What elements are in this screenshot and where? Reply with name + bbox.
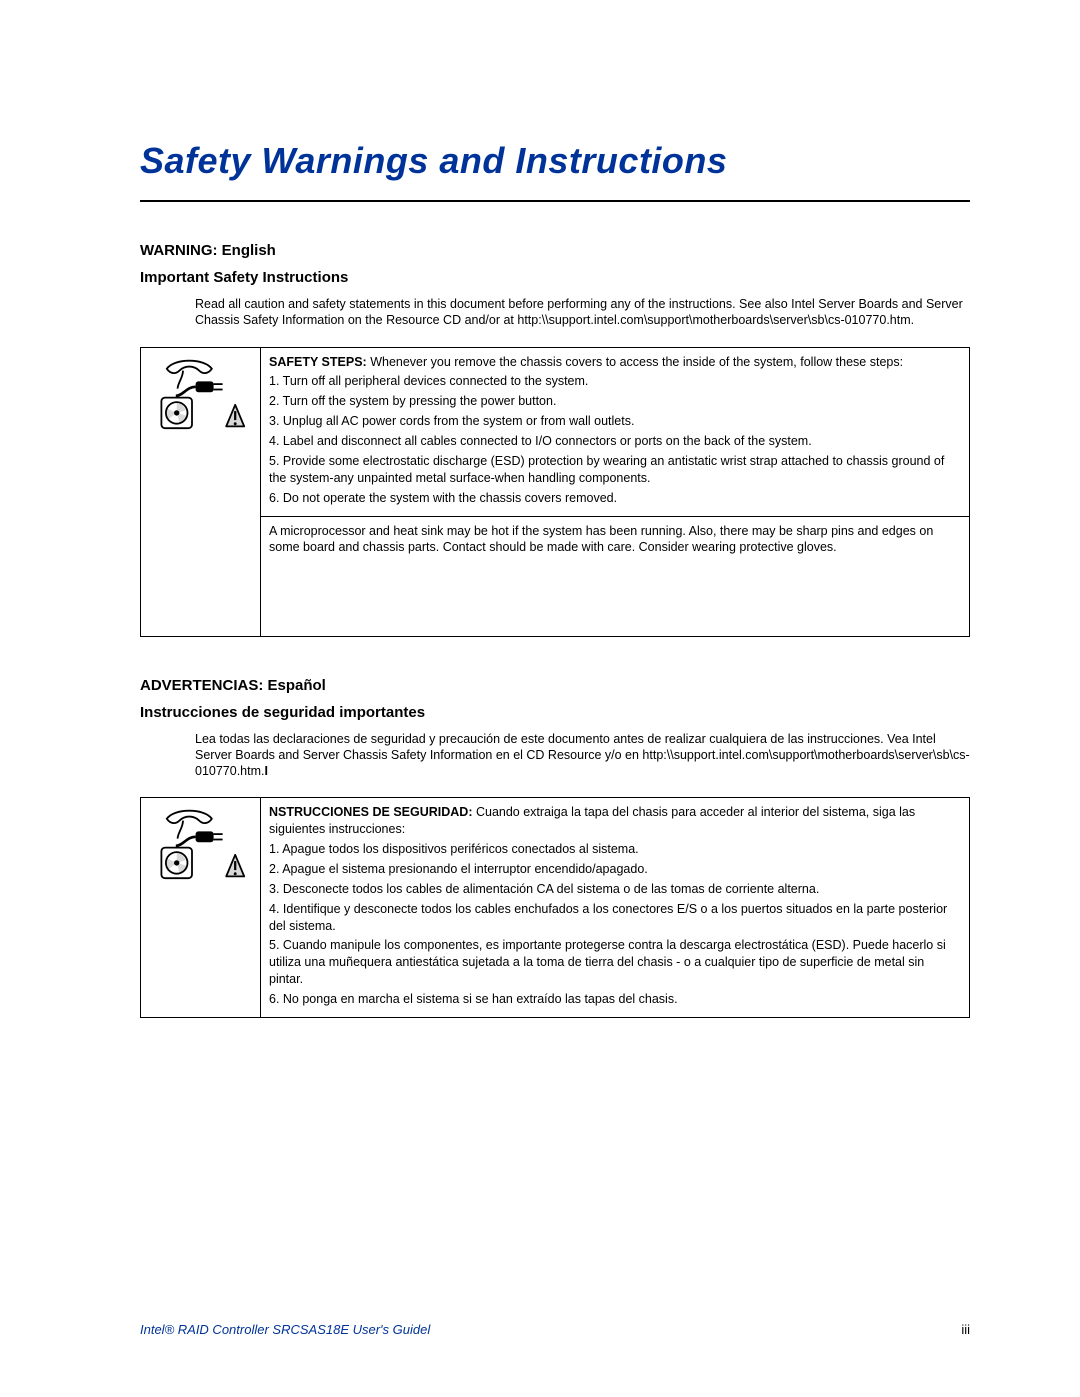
warning-label-en: WARNING: English — [140, 242, 970, 259]
step-en-1: 1. Turn off all peripheral devices conne… — [269, 373, 961, 390]
step-en-3: 3. Unplug all AC power cords from the sy… — [269, 413, 961, 430]
warning-label-es: ADVERTENCIAS: Español — [140, 677, 970, 694]
icon-cell-es — [141, 798, 261, 1018]
safety-steps-lead-es: NSTRUCCIONES DE SEGURIDAD: Cuando extrai… — [261, 798, 970, 1018]
section-english: WARNING: English Important Safety Instru… — [140, 242, 970, 637]
subheading-es: Instrucciones de seguridad importantes — [140, 704, 970, 721]
step-es-2: 2. Apague el sistema presionando el inte… — [269, 861, 961, 878]
step-en-4: 4. Label and disconnect all cables conne… — [269, 433, 961, 450]
unplug-safety-icon — [156, 356, 246, 432]
safety-steps-label-en: SAFETY STEPS: — [269, 355, 367, 369]
table-row: A microprocessor and heat sink may be ho… — [141, 516, 970, 636]
footer-page-number: iii — [961, 1322, 970, 1337]
intro-es-text: Lea todas las declaraciones de seguridad… — [195, 732, 970, 779]
step-en-2: 2. Turn off the system by pressing the p… — [269, 393, 961, 410]
subheading-en: Important Safety Instructions — [140, 269, 970, 286]
intro-es-bold-tail: I — [265, 764, 268, 778]
step-en-6: 6. Do not operate the system with the ch… — [269, 490, 961, 507]
safety-steps-label-es: NSTRUCCIONES DE SEGURIDAD: — [269, 805, 473, 819]
step-es-3: 3. Desconecte todos los cables de alimen… — [269, 881, 961, 898]
page-title: Safety Warnings and Instructions — [140, 140, 970, 182]
table-row: SAFETY STEPS: Whenever you remove the ch… — [141, 347, 970, 516]
intro-es: Lea todas las declaraciones de seguridad… — [195, 731, 970, 780]
safety-table-en: SAFETY STEPS: Whenever you remove the ch… — [140, 347, 970, 637]
step-en-5: 5. Provide some electrostatic discharge … — [269, 453, 961, 487]
step-es-5: 5. Cuando manipule los componentes, es i… — [269, 937, 961, 988]
icon-cell-en — [141, 347, 261, 636]
hot-warning-en: A microprocessor and heat sink may be ho… — [261, 516, 970, 636]
safety-table-es: NSTRUCCIONES DE SEGURIDAD: Cuando extrai… — [140, 797, 970, 1018]
step-es-4: 4. Identifique y desconecte todos los ca… — [269, 901, 961, 935]
footer-doc-title: Intel® RAID Controller SRCSAS18E User's … — [140, 1322, 430, 1337]
unplug-safety-icon — [156, 806, 246, 882]
safety-steps-rest-en: Whenever you remove the chassis covers t… — [367, 355, 903, 369]
step-es-1: 1. Apague todos los dispositivos perifér… — [269, 841, 961, 858]
step-es-6: 6. No ponga en marcha el sistema si se h… — [269, 991, 961, 1008]
page-footer: Intel® RAID Controller SRCSAS18E User's … — [140, 1322, 970, 1337]
title-rule — [140, 200, 970, 202]
table-row: NSTRUCCIONES DE SEGURIDAD: Cuando extrai… — [141, 798, 970, 1018]
section-spanish: ADVERTENCIAS: Español Instrucciones de s… — [140, 677, 970, 1018]
safety-steps-lead-en: SAFETY STEPS: Whenever you remove the ch… — [261, 347, 970, 516]
intro-en: Read all caution and safety statements i… — [195, 296, 970, 329]
